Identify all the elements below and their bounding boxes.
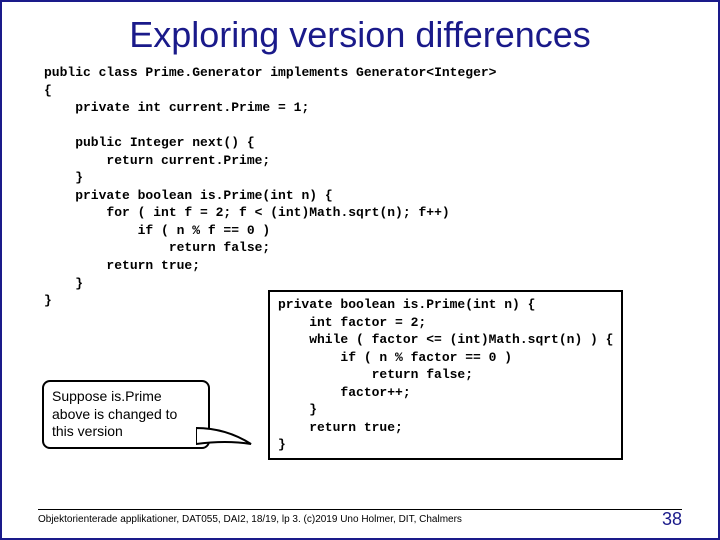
code-line: return true;: [44, 258, 200, 273]
slide-title: Exploring version differences: [2, 14, 718, 56]
code-line: }: [278, 402, 317, 417]
code-line: if ( n % factor == 0 ): [278, 350, 512, 365]
code-line: }: [44, 170, 83, 185]
main-code-block: public class Prime.Generator implements …: [44, 64, 718, 310]
code-line: public class Prime.Generator implements …: [44, 65, 496, 80]
code-line: public Integer next() {: [44, 135, 255, 150]
code-line: if ( n % f == 0 ): [44, 223, 270, 238]
code-line: return false;: [278, 367, 473, 382]
code-line: private int current.Prime = 1;: [44, 100, 309, 115]
code-line: factor++;: [278, 385, 411, 400]
code-line: }: [278, 437, 286, 452]
code-line: for ( int f = 2; f < (int)Math.sqrt(n); …: [44, 205, 450, 220]
footer-text: Objektorienterade applikationer, DAT055,…: [38, 514, 462, 525]
callout-bubble: Suppose is.Prime above is changed to thi…: [42, 380, 210, 449]
alternate-code-box: private boolean is.Prime(int n) { int fa…: [268, 290, 623, 460]
code-line: }: [44, 276, 83, 291]
code-line: return true;: [278, 420, 403, 435]
code-line: int factor = 2;: [278, 315, 426, 330]
code-line: }: [44, 293, 52, 308]
code-line: while ( factor <= (int)Math.sqrt(n) ) {: [278, 332, 613, 347]
code-line: return current.Prime;: [44, 153, 270, 168]
slide-footer: Objektorienterade applikationer, DAT055,…: [38, 509, 682, 530]
code-line: {: [44, 83, 52, 98]
page-number: 38: [662, 509, 682, 530]
code-line: private boolean is.Prime(int n) {: [44, 188, 333, 203]
code-line: private boolean is.Prime(int n) {: [278, 297, 535, 312]
code-line: return false;: [44, 240, 270, 255]
